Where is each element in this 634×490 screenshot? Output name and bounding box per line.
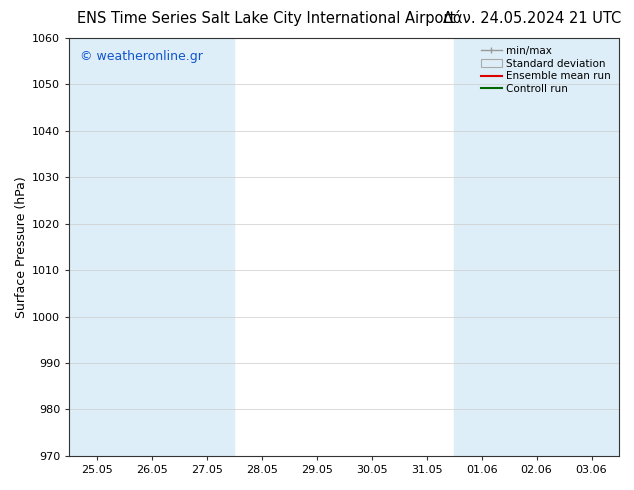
Bar <box>69 38 234 456</box>
Text: Δάν. 24.05.2024 21 UTC: Δάν. 24.05.2024 21 UTC <box>443 11 621 26</box>
Y-axis label: Surface Pressure (hPa): Surface Pressure (hPa) <box>15 176 28 318</box>
Text: ENS Time Series Salt Lake City International Airport: ENS Time Series Salt Lake City Internati… <box>77 11 455 26</box>
Legend: min/max, Standard deviation, Ensemble mean run, Controll run: min/max, Standard deviation, Ensemble me… <box>478 43 614 97</box>
Text: © weatheronline.gr: © weatheronline.gr <box>81 50 203 63</box>
Bar <box>454 38 619 456</box>
